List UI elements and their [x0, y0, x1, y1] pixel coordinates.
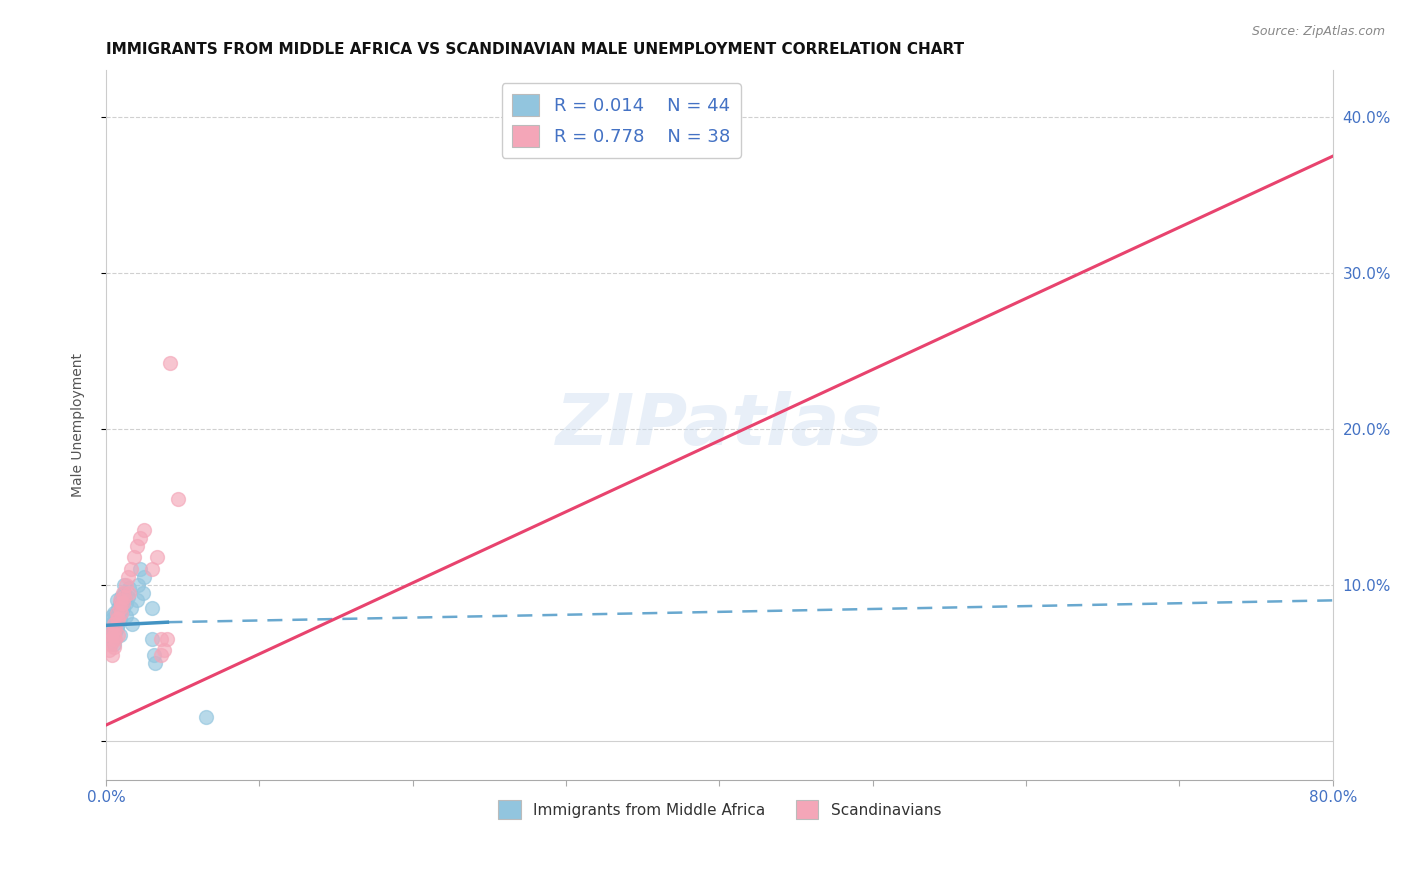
Point: [141, 601, 163, 615]
Point: [103, 640, 125, 654]
Point: [156, 632, 179, 647]
Point: [110, 597, 132, 611]
Point: [105, 593, 128, 607]
Point: [105, 612, 128, 626]
Point: [107, 601, 129, 615]
Point: [104, 609, 127, 624]
Point: [103, 627, 125, 641]
Point: [120, 601, 142, 615]
Point: [111, 585, 134, 599]
Point: [114, 578, 136, 592]
Point: [107, 627, 129, 641]
Point: [98, 643, 121, 657]
Point: [98, 622, 121, 636]
Point: [125, 539, 148, 553]
Point: [101, 612, 124, 626]
Point: [105, 609, 128, 624]
Point: [142, 648, 165, 662]
Point: [108, 612, 131, 626]
Point: [104, 622, 127, 636]
Point: [122, 549, 145, 564]
Point: [134, 523, 156, 537]
Point: [141, 562, 163, 576]
Point: [128, 562, 150, 576]
Point: [108, 597, 131, 611]
Point: [104, 624, 127, 639]
Point: [118, 585, 141, 599]
Point: [153, 643, 176, 657]
Point: [111, 601, 134, 615]
Point: [115, 597, 138, 611]
Point: [100, 616, 122, 631]
Point: [150, 648, 173, 662]
Point: [101, 632, 124, 647]
Text: IMMIGRANTS FROM MIDDLE AFRICA VS SCANDINAVIAN MALE UNEMPLOYMENT CORRELATION CHAR: IMMIGRANTS FROM MIDDLE AFRICA VS SCANDIN…: [105, 42, 965, 57]
Point: [167, 491, 190, 506]
Point: [105, 606, 128, 620]
Point: [101, 632, 124, 647]
Point: [110, 591, 132, 605]
Point: [103, 615, 125, 630]
Point: [194, 710, 217, 724]
Point: [105, 622, 128, 636]
Point: [114, 585, 136, 599]
Point: [101, 648, 124, 662]
Point: [120, 562, 142, 576]
Point: [150, 632, 173, 647]
Point: [115, 578, 138, 592]
Point: [121, 616, 143, 631]
Legend: Immigrants from Middle Africa, Scandinavians: Immigrants from Middle Africa, Scandinav…: [492, 794, 948, 825]
Point: [101, 609, 124, 624]
Point: [101, 624, 124, 639]
Point: [118, 581, 141, 595]
Point: [107, 616, 129, 631]
Point: [103, 616, 125, 631]
Point: [117, 570, 139, 584]
Point: [143, 656, 166, 670]
Y-axis label: Male Unemployment: Male Unemployment: [72, 353, 86, 497]
Point: [104, 616, 127, 631]
Point: [128, 531, 150, 545]
Point: [159, 356, 181, 370]
Point: [108, 601, 131, 615]
Point: [132, 585, 155, 599]
Point: [110, 606, 132, 620]
Point: [127, 578, 149, 592]
Point: [103, 637, 125, 651]
Point: [104, 632, 127, 647]
Point: [125, 593, 148, 607]
Point: [103, 627, 125, 641]
Point: [117, 591, 139, 605]
Point: [107, 612, 129, 626]
Point: [145, 549, 167, 564]
Point: [100, 627, 122, 641]
Point: [101, 624, 124, 639]
Point: [108, 593, 131, 607]
Point: [103, 622, 125, 636]
Point: [115, 609, 138, 624]
Point: [141, 632, 163, 647]
Point: [100, 637, 122, 651]
Point: [108, 627, 131, 641]
Point: [103, 606, 125, 620]
Point: [111, 597, 134, 611]
Point: [100, 627, 122, 641]
Text: ZIPatlas: ZIPatlas: [555, 391, 883, 459]
Text: Source: ZipAtlas.com: Source: ZipAtlas.com: [1251, 25, 1385, 38]
Point: [134, 570, 156, 584]
Point: [110, 606, 132, 620]
Point: [114, 591, 136, 605]
